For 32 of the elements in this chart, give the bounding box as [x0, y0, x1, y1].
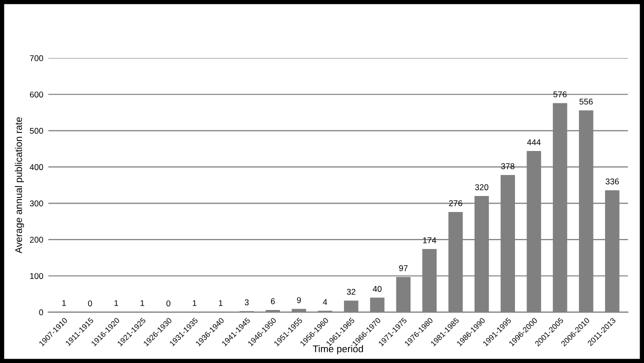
data-label: 1 [192, 300, 196, 306]
data-label: 174 [423, 237, 436, 244]
data-label: 576 [553, 91, 567, 98]
y-tick-label: 0 [39, 309, 44, 316]
data-label: 6 [270, 298, 275, 304]
y-tick-label: 400 [30, 164, 44, 170]
data-label: 97 [399, 265, 408, 272]
data-label: 320 [475, 184, 488, 190]
data-label: 1 [62, 300, 66, 306]
data-label: 1 [140, 300, 144, 306]
y-tick-label: 100 [30, 273, 44, 279]
data-label: 276 [449, 200, 462, 206]
data-label: 1 [114, 300, 118, 306]
data-label: 0 [88, 300, 92, 306]
data-label: 378 [501, 163, 514, 170]
data-label: 40 [372, 286, 382, 292]
data-label: 1 [218, 300, 223, 306]
y-tick-label: 200 [30, 236, 44, 243]
data-label: 556 [580, 98, 593, 105]
data-label: 444 [527, 139, 541, 146]
data-label: 32 [346, 288, 356, 295]
y-axis-title: Average annual publication rate [14, 117, 24, 254]
data-label: 336 [606, 178, 619, 184]
data-label: 0 [166, 300, 170, 306]
y-tick-label: 500 [30, 128, 44, 134]
data-label: 4 [322, 299, 328, 305]
data-label: 3 [244, 299, 249, 306]
y-tick-label: 600 [30, 92, 44, 98]
y-tick-label: 700 [30, 55, 44, 62]
data-label: 9 [297, 297, 301, 304]
x-axis-title: Time period [312, 345, 363, 354]
y-tick-label: 300 [30, 200, 44, 206]
